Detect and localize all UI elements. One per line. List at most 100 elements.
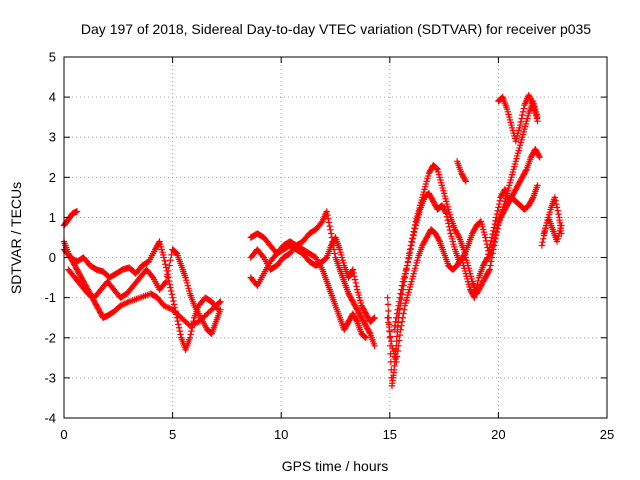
data-point: [493, 224, 501, 232]
data-point: [189, 321, 197, 328]
data-point: [371, 342, 378, 349]
data-point: [552, 197, 559, 204]
y-tick-label: 5: [49, 50, 56, 65]
data-point: [433, 165, 441, 172]
data-point: [443, 213, 451, 220]
data-point: [163, 303, 171, 311]
data-point: [539, 238, 546, 246]
data-point: [538, 242, 546, 249]
data-point: [385, 307, 392, 315]
data-point: [353, 317, 360, 324]
data-point: [350, 269, 357, 277]
data-point: [404, 259, 412, 266]
data-point: [384, 301, 392, 308]
data-point: [395, 342, 402, 349]
data-point: [483, 255, 491, 263]
data-point: [362, 334, 370, 341]
data-point: [490, 224, 498, 231]
y-axis-ticks: -4 -3 -2 -1 0 1 2 3 4 5: [44, 50, 607, 426]
data-point: [324, 211, 331, 219]
data-point: [445, 220, 452, 227]
data-point: [398, 282, 406, 289]
data-point: [331, 250, 338, 257]
data-point: [471, 294, 478, 301]
data-point: [172, 249, 179, 256]
data-point: [351, 276, 359, 283]
data-point: [175, 321, 182, 328]
data-point: [171, 304, 178, 311]
data-point: [366, 329, 373, 336]
data-point: [155, 239, 163, 247]
data-point: [520, 105, 527, 112]
data-point: [411, 225, 419, 233]
data-point: [393, 353, 401, 360]
data-point: [386, 328, 393, 335]
y-tick-label: 3: [49, 130, 56, 145]
data-point: [474, 277, 482, 285]
chart-title: Day 197 of 2018, Sidereal Day-to-day VTE…: [81, 21, 591, 37]
data-point: [392, 318, 399, 325]
data-point: [351, 273, 358, 280]
data-point: [461, 176, 469, 184]
data-point: [327, 226, 334, 234]
data-point: [494, 207, 501, 214]
data-point: [166, 305, 173, 312]
data-point: [535, 152, 543, 160]
data-point: [494, 221, 501, 228]
data-point: [161, 257, 168, 265]
data-point: [398, 318, 406, 325]
data-point: [170, 297, 177, 305]
data-point: [540, 235, 547, 243]
data-point: [323, 208, 331, 215]
data-point: [396, 331, 404, 339]
data-point: [174, 317, 181, 325]
data-point: [518, 115, 525, 122]
data-point: [446, 226, 454, 234]
series-sdtvar: [60, 91, 565, 390]
data-point: [398, 322, 405, 329]
data-point: [411, 228, 418, 236]
data-point: [217, 298, 224, 305]
data-point: [173, 314, 181, 321]
data-point: [491, 220, 498, 228]
data-point: [516, 121, 524, 129]
data-point: [551, 194, 559, 201]
data-point: [495, 204, 502, 211]
x-tick-label: 10: [274, 427, 288, 442]
data-point: [553, 200, 560, 208]
data-point: [394, 306, 401, 313]
data-point: [396, 337, 403, 344]
data-point: [177, 331, 184, 338]
data-point: [370, 315, 378, 322]
data-point: [534, 117, 541, 125]
data-point: [399, 314, 407, 321]
data-point: [488, 234, 496, 241]
data-point: [322, 255, 329, 263]
y-axis-label: SDTVAR / TECUs: [8, 182, 24, 294]
data-point: [558, 222, 565, 229]
data-point: [493, 228, 500, 235]
data-point: [485, 267, 493, 275]
data-point: [188, 324, 196, 331]
data-point: [462, 178, 470, 185]
data-point: [487, 258, 495, 265]
data-point: [165, 277, 173, 285]
data-point: [167, 284, 174, 291]
data-point: [120, 301, 127, 308]
data-point: [162, 261, 169, 268]
data-point: [161, 279, 169, 287]
data-point: [168, 291, 176, 298]
data-point: [352, 279, 359, 287]
data-point: [407, 245, 414, 253]
data-point: [168, 251, 175, 259]
data-point: [170, 301, 178, 308]
data-point: [169, 294, 176, 301]
data-point: [442, 208, 449, 216]
data-point: [409, 238, 416, 246]
data-point: [443, 210, 450, 217]
data-point: [397, 290, 404, 297]
data-point: [496, 197, 504, 204]
data-point: [403, 262, 411, 269]
data-point: [349, 266, 357, 273]
data-point: [118, 301, 126, 309]
